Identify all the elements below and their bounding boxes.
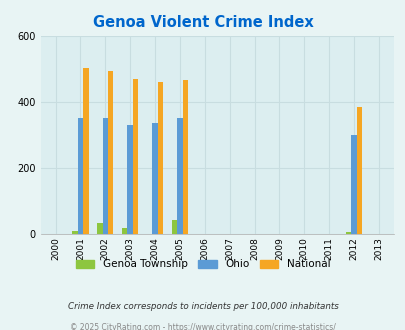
Bar xyxy=(77,118,83,234)
Bar xyxy=(102,118,108,234)
Bar xyxy=(171,220,177,234)
Bar xyxy=(132,79,138,234)
Bar xyxy=(152,123,158,234)
Legend: Genoa Township, Ohio, National: Genoa Township, Ohio, National xyxy=(71,255,334,274)
Bar xyxy=(350,135,356,234)
Bar xyxy=(97,223,102,234)
Bar xyxy=(72,231,77,234)
Bar xyxy=(83,68,88,234)
Bar xyxy=(127,125,132,234)
Text: Crime Index corresponds to incidents per 100,000 inhabitants: Crime Index corresponds to incidents per… xyxy=(68,302,337,311)
Bar xyxy=(345,232,350,234)
Bar xyxy=(356,107,361,234)
Bar xyxy=(122,228,127,234)
Bar xyxy=(177,118,182,234)
Bar xyxy=(182,80,188,234)
Bar xyxy=(108,71,113,234)
Text: Genoa Violent Crime Index: Genoa Violent Crime Index xyxy=(92,15,313,30)
Text: © 2025 CityRating.com - https://www.cityrating.com/crime-statistics/: © 2025 CityRating.com - https://www.city… xyxy=(70,323,335,330)
Bar xyxy=(158,82,163,234)
